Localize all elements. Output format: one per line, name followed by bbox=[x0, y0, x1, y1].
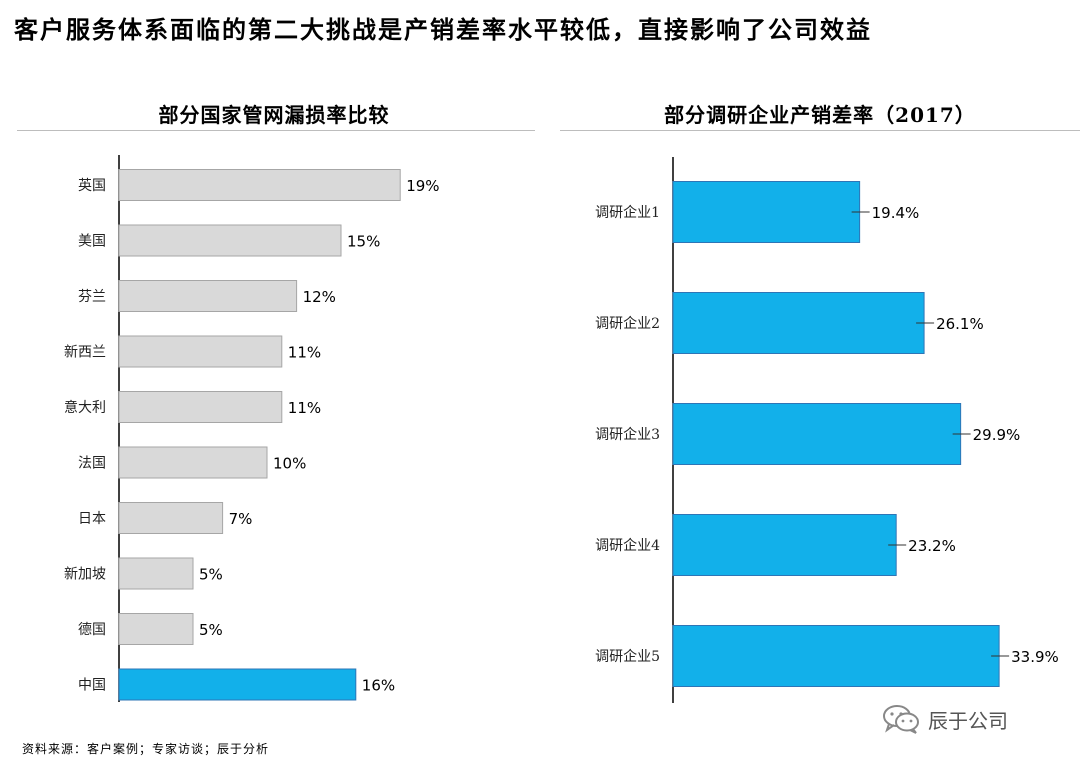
category-label: 新西兰 bbox=[64, 345, 106, 361]
category-label: 调研企业4 bbox=[595, 537, 660, 554]
wechat-icon bbox=[883, 705, 919, 734]
category-label: 意大利 bbox=[64, 399, 106, 416]
data-label: 12% bbox=[303, 288, 336, 306]
data-label: 15% bbox=[347, 233, 380, 251]
data-label: 19% bbox=[406, 177, 439, 195]
bar-1 bbox=[118, 169, 401, 201]
right-chart-title: 部分调研企业产销差率（2017） bbox=[664, 103, 976, 127]
data-label: 11% bbox=[288, 399, 321, 417]
category-label: 中国 bbox=[78, 678, 106, 694]
data-label: 10% bbox=[273, 455, 306, 473]
bar-8 bbox=[118, 557, 194, 590]
data-label: 26.1% bbox=[936, 315, 984, 333]
category-label: 调研企业5 bbox=[595, 648, 660, 665]
bar-7 bbox=[118, 502, 224, 534]
data-label: 11% bbox=[288, 344, 321, 362]
left-title-divider bbox=[17, 130, 535, 131]
bar-3 bbox=[118, 280, 298, 312]
bar-4 bbox=[672, 514, 897, 576]
data-label: 29.9% bbox=[973, 426, 1021, 444]
left-chart-title: 部分国家管网漏损率比较 bbox=[158, 103, 390, 127]
category-label: 法国 bbox=[78, 456, 106, 472]
bar-5 bbox=[672, 625, 1000, 687]
data-label: 33.9% bbox=[1011, 648, 1059, 666]
bar-2 bbox=[672, 292, 925, 354]
bar-10 bbox=[118, 668, 357, 701]
right-title-divider bbox=[560, 130, 1080, 131]
bar-4 bbox=[118, 335, 283, 368]
data-label: 7% bbox=[229, 510, 253, 528]
bar-5 bbox=[118, 391, 283, 423]
watermark: 辰于公司 bbox=[882, 704, 1008, 734]
category-label: 调研企业3 bbox=[595, 426, 660, 443]
bar-3 bbox=[672, 403, 962, 465]
category-label: 调研企业1 bbox=[595, 204, 660, 221]
source-note: 资料来源：客户案例；专家访谈；辰于分析 bbox=[22, 742, 270, 756]
bar-9 bbox=[118, 613, 194, 645]
data-label: 23.2% bbox=[908, 537, 956, 555]
bar-6 bbox=[118, 446, 268, 479]
category-label: 日本 bbox=[78, 511, 106, 527]
data-label: 19.4% bbox=[872, 204, 920, 222]
category-label: 英国 bbox=[78, 177, 106, 194]
page-title: 客户服务体系面临的第二大挑战是产销差率水平较低，直接影响了公司效益 bbox=[14, 15, 872, 44]
category-label: 调研企业2 bbox=[595, 315, 660, 332]
bar-2 bbox=[118, 224, 342, 257]
bar-1 bbox=[672, 181, 861, 243]
data-label: 5% bbox=[199, 566, 223, 584]
category-label: 新加坡 bbox=[64, 567, 106, 583]
data-label: 5% bbox=[199, 621, 223, 639]
category-label: 芬兰 bbox=[78, 289, 106, 305]
data-label: 16% bbox=[362, 677, 395, 695]
category-label: 美国 bbox=[78, 234, 106, 250]
category-label: 德国 bbox=[78, 622, 106, 638]
watermark-text: 辰于公司 bbox=[928, 708, 1008, 733]
